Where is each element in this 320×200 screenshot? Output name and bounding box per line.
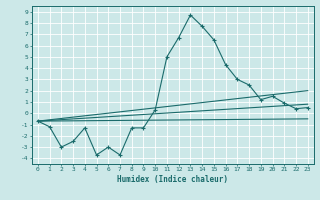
X-axis label: Humidex (Indice chaleur): Humidex (Indice chaleur) bbox=[117, 175, 228, 184]
